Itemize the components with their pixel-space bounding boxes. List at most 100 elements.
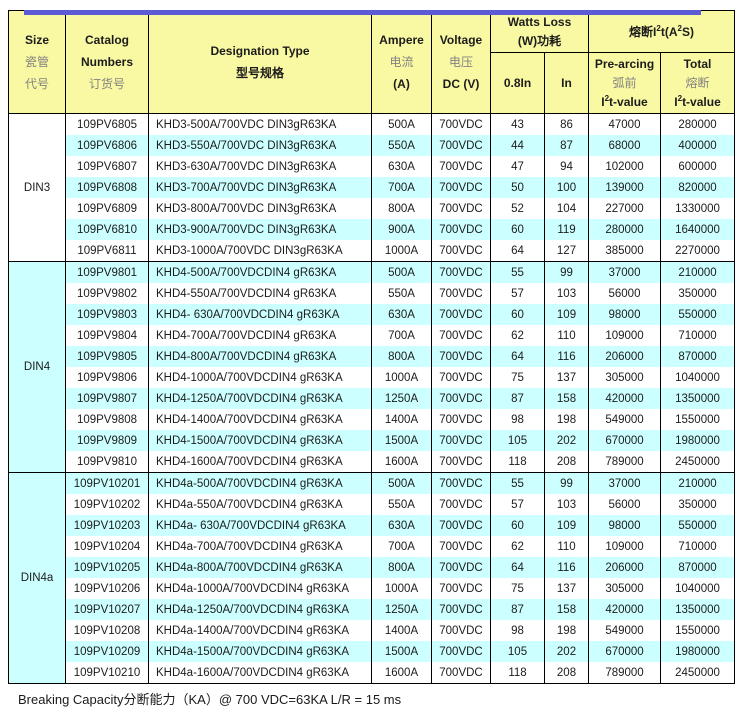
cell-watts-08in: 55 — [490, 261, 545, 283]
cell-catalog: 109PV10202 — [65, 494, 149, 515]
cell-voltage: 700VDC — [431, 662, 491, 684]
cell-designation: KHD4-700A/700VDCDIN4 gR63KA — [148, 325, 372, 346]
col-header-catalog: Catalog Numbers 订货号 — [65, 10, 149, 114]
prearcing-header-value: I2t-value — [601, 93, 648, 109]
header-sub-row: 0.8In In Pre-arcing 弧前 I2t-value Total 熔… — [9, 52, 736, 114]
table-row: DIN3 109PV6805 KHD3-500A/700VDC DIN3gR63KA… — [8, 113, 736, 262]
cell-watts-08in: 64 — [490, 346, 545, 367]
cell-total-i2t: 820000 — [659, 177, 736, 198]
cell-watts-in: 99 — [544, 472, 589, 494]
voltage-header-en: Voltage — [439, 33, 483, 47]
table-row: 109PV6806 KHD3-550A/700VDC DIN3gR63KA 550A… — [9, 135, 736, 156]
cell-voltage: 700VDC — [431, 367, 491, 388]
table-row: 109PV9808 KHD4-1400A/700VDCDIN4 gR63KA 140… — [9, 409, 736, 430]
cell-watts-08in: 60 — [490, 219, 545, 240]
cell-catalog: 109PV9809 — [65, 430, 149, 451]
cell-catalog: 109PV9803 — [65, 304, 149, 325]
cell-ampere: 800A — [371, 198, 432, 219]
cell-designation: KHD4-800A/700VDCDIN4 gR63KA — [148, 346, 372, 367]
size-label: DIN3 — [8, 113, 66, 262]
cell-ampere: 1000A — [371, 240, 432, 262]
table-row: 109PV6809 KHD3-800A/700VDC DIN3gR63KA 800A… — [9, 198, 736, 219]
cell-watts-08in: 87 — [490, 388, 545, 409]
cell-catalog: 109PV9805 — [65, 346, 149, 367]
cell-prearcing-i2t: 789000 — [588, 662, 661, 684]
cell-voltage: 700VDC — [431, 346, 491, 367]
cell-catalog: 109PV10210 — [65, 662, 149, 684]
cell-ampere: 630A — [371, 515, 432, 536]
col-header-0-8in: 0.8In — [490, 52, 545, 114]
cell-designation: KHD4-1400A/700VDCDIN4 gR63KA — [148, 409, 372, 430]
cell-voltage: 700VDC — [431, 177, 491, 198]
cell-designation: KHD4- 630A/700VDCDIN4 gR63KA — [148, 304, 372, 325]
cell-watts-08in: 87 — [490, 599, 545, 620]
cell-total-i2t: 1040000 — [659, 578, 736, 599]
watts-loss-line2: (W)功耗 — [517, 33, 562, 48]
cell-catalog: 109PV10201 — [65, 472, 149, 494]
col-header-size: Size 瓷管 代号 — [8, 10, 66, 114]
cell-prearcing-i2t: 206000 — [588, 346, 661, 367]
cell-catalog: 109PV9807 — [65, 388, 149, 409]
cell-designation: KHD4-1500A/700VDCDIN4 gR63KA — [148, 430, 372, 451]
table-row: DIN4a 109PV10201 KHD4a-500A/700VDCDIN4 gR6… — [8, 472, 736, 684]
cell-catalog: 109PV9808 — [65, 409, 149, 430]
cell-watts-08in: 118 — [490, 451, 545, 473]
cell-watts-in: 208 — [544, 662, 589, 684]
cell-watts-in: 127 — [544, 240, 589, 262]
cell-prearcing-i2t: 139000 — [588, 177, 661, 198]
cell-ampere: 700A — [371, 536, 432, 557]
table-row: 109PV9805 KHD4-800A/700VDCDIN4 gR63KA 800A… — [9, 346, 736, 367]
cell-ampere: 500A — [371, 261, 432, 283]
cell-watts-08in: 105 — [490, 430, 545, 451]
cell-watts-in: 86 — [544, 113, 589, 135]
cell-watts-in: 116 — [544, 346, 589, 367]
table-row: 109PV10210 KHD4a-1600A/700VDCDIN4 gR63KA 1… — [9, 662, 736, 684]
col-header-in: In — [544, 52, 589, 114]
cell-designation: KHD4a-1400A/700VDCDIN4 gR63KA — [148, 620, 372, 641]
cell-ampere: 1600A — [371, 451, 432, 473]
designation-header-en: Designation Type — [210, 44, 310, 58]
col-header-designation: Designation Type 型号规格 — [148, 10, 372, 114]
total-header-en: Total — [683, 56, 712, 71]
cell-watts-08in: 60 — [490, 304, 545, 325]
ampere-header-en: Ampere — [379, 33, 424, 47]
cell-ampere: 500A — [371, 113, 432, 135]
catalog-header-zh: 订货号 — [88, 77, 125, 91]
cell-catalog: 109PV6809 — [65, 198, 149, 219]
cell-catalog: 109PV6806 — [65, 135, 149, 156]
cell-catalog: 109PV10209 — [65, 641, 149, 662]
cell-total-i2t: 2270000 — [659, 240, 736, 262]
designation-header-zh: 型号规格 — [235, 66, 284, 80]
cell-total-i2t: 550000 — [659, 515, 736, 536]
cell-prearcing-i2t: 206000 — [588, 557, 661, 578]
cell-voltage: 700VDC — [431, 409, 491, 430]
cell-prearcing-i2t: 68000 — [588, 135, 661, 156]
cell-total-i2t: 870000 — [659, 346, 736, 367]
table-row: 109PV9802 KHD4-550A/700VDCDIN4 gR63KA 550A… — [9, 283, 736, 304]
cell-voltage: 700VDC — [431, 578, 491, 599]
cell-voltage: 700VDC — [431, 641, 491, 662]
cell-watts-08in: 64 — [490, 557, 545, 578]
cell-catalog: 109PV9804 — [65, 325, 149, 346]
cell-voltage: 700VDC — [431, 451, 491, 473]
cell-voltage: 700VDC — [431, 261, 491, 283]
cell-designation: KHD3-500A/700VDC DIN3gR63KA — [148, 113, 372, 135]
cell-total-i2t: 1980000 — [659, 430, 736, 451]
cell-voltage: 700VDC — [431, 472, 491, 494]
cell-designation: KHD4a-500A/700VDCDIN4 gR63KA — [148, 472, 372, 494]
catalog-header-en1: Catalog — [84, 33, 129, 47]
cell-watts-08in: 50 — [490, 177, 545, 198]
cell-catalog: 109PV10203 — [65, 515, 149, 536]
table-row: 109PV10204 KHD4a-700A/700VDCDIN4 gR63KA 70… — [9, 536, 736, 557]
cell-prearcing-i2t: 37000 — [588, 472, 661, 494]
cell-catalog: 109PV6807 — [65, 156, 149, 177]
cell-prearcing-i2t: 420000 — [588, 388, 661, 409]
cell-voltage: 700VDC — [431, 156, 491, 177]
cell-watts-08in: 55 — [490, 472, 545, 494]
cell-watts-in: 202 — [544, 641, 589, 662]
cell-prearcing-i2t: 305000 — [588, 367, 661, 388]
header-group-row: Size 瓷管 代号 Catalog Numbers 订货号 Designati… — [8, 10, 736, 114]
cell-watts-in: 198 — [544, 620, 589, 641]
cell-watts-08in: 57 — [490, 494, 545, 515]
cell-designation: KHD4-500A/700VDCDIN4 gR63KA — [148, 261, 372, 283]
